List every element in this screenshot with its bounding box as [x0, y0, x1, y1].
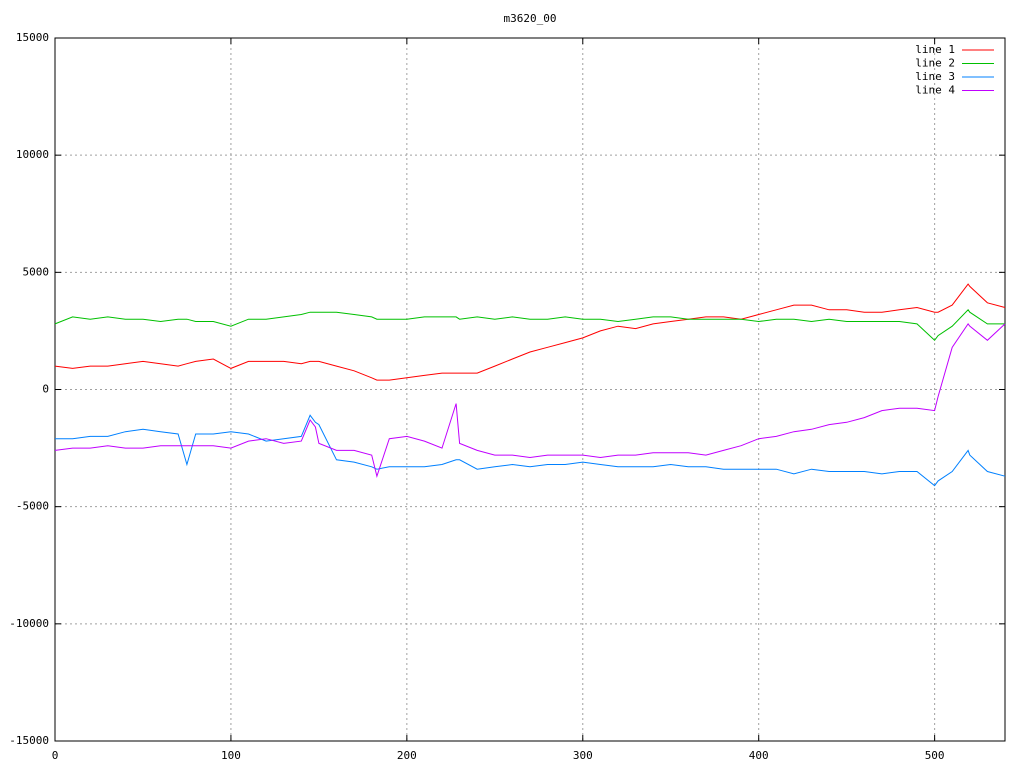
x-tick-label: 300	[573, 749, 593, 762]
y-tick-label: 15000	[16, 31, 49, 44]
y-tick-label: -15000	[9, 734, 49, 747]
y-tick-label: 0	[42, 383, 49, 396]
legend-label: line 3	[915, 70, 955, 83]
plot-border	[54, 37, 1006, 742]
series-line	[54, 309, 1005, 342]
series-line	[54, 283, 1006, 381]
x-tick-label: 500	[925, 749, 945, 762]
chart-title: m3620_00	[504, 12, 557, 25]
x-tick-label: 200	[397, 749, 417, 762]
legend-label: line 4	[915, 84, 955, 97]
x-tick-label: 400	[749, 749, 769, 762]
y-tick-label: -10000	[9, 617, 49, 630]
y-tick-label: -5000	[16, 500, 49, 513]
x-tick-label: 100	[221, 749, 241, 762]
legend-label: line 2	[915, 57, 955, 70]
legend-label: line 1	[915, 43, 955, 56]
y-tick-label: 10000	[16, 148, 49, 161]
series-line	[54, 323, 1006, 479]
y-tick-label: 5000	[23, 265, 50, 278]
series-line	[55, 414, 1006, 487]
x-tick-label: 0	[52, 749, 59, 762]
